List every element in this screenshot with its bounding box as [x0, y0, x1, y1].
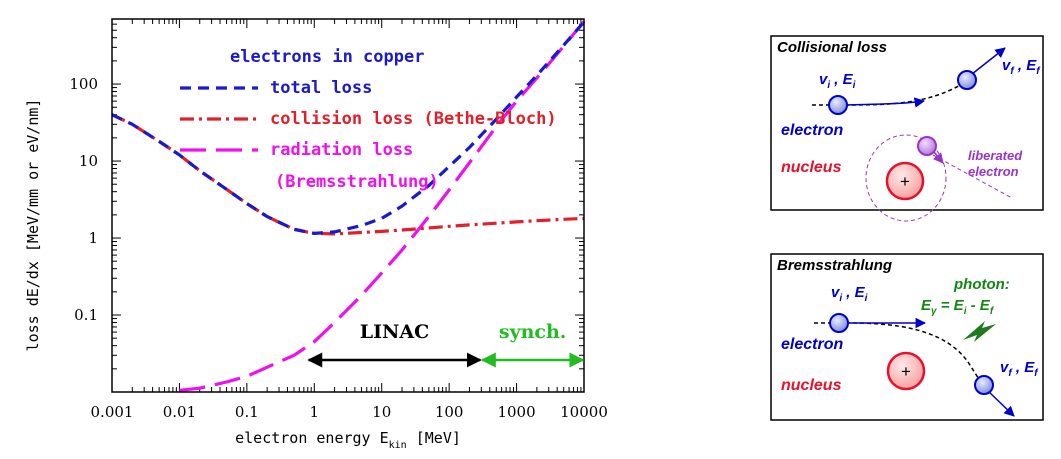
photon-zigzag-icon [963, 321, 996, 342]
legend-label: total loss [270, 78, 372, 98]
range-arrows: LINAC synch. [307, 321, 585, 368]
x-tick-label: 10 [372, 403, 391, 421]
scattered-electron-icon [957, 70, 977, 90]
incoming-electron-icon [828, 95, 848, 115]
brems-nucleus-plus: + [901, 362, 911, 381]
atom-shell [865, 134, 947, 222]
brems-electron-label: electron [781, 336, 843, 353]
collisional-electron-label: electron [781, 122, 843, 139]
x-tick-label: 100 [435, 403, 464, 421]
range-label: LINAC [360, 321, 429, 343]
collisional-nucleus-label: nucleus [781, 159, 842, 176]
brems-vf-label: vf , Ef [1000, 359, 1039, 379]
liberated-label-2: electron [968, 164, 1019, 179]
x-tick-label: 1000 [497, 403, 535, 421]
y-tick-label: 1 [88, 229, 98, 247]
brems-outgoing-electron-icon [974, 375, 994, 395]
collisional-title: Collisional loss [777, 39, 887, 56]
bremsstrahlung-diagram: Bremsstrahlung vi , Ei vf , Ef photon: E… [770, 253, 1044, 421]
x-tick-label: 0.001 [91, 403, 134, 421]
brems-nucleus-label: nucleus [781, 377, 842, 394]
series-radiation-line [179, 20, 586, 392]
y-tick-label: 0.1 [74, 306, 98, 324]
x-tick-labels: 0.001 0.01 0.1 1 10 100 1000 10000 [91, 403, 608, 421]
brems-title: Bremsstrahlung [777, 257, 892, 274]
series-total-line [111, 20, 586, 235]
legend-extra: (Bremsstrahlung) [275, 172, 439, 192]
y-axis-label: loss dE/dx [MeV/mm or eV/nm] [24, 99, 42, 352]
x-tick-label: 0.1 [235, 403, 259, 421]
collisional-vi-label: vi , Ei [819, 71, 856, 91]
nucleus-icon [885, 161, 925, 201]
photon-energy-label: Eγ = Ei - Ef [921, 297, 995, 317]
x-tick-label: 10000 [560, 403, 608, 421]
y-tick-labels: 0.1 1 10 100 [69, 75, 98, 324]
collisional-loss-diagram: Collisional loss vi , Ei vf , Ef + elect… [770, 35, 1044, 222]
x-tick-label: 0.01 [163, 403, 196, 421]
range-label: synch. [499, 321, 567, 343]
legend: electrons in copper total loss collision … [180, 47, 557, 192]
energy-loss-chart: 0.001 0.01 0.1 1 10 100 1000 10000 0.1 1 10 100 el… [24, 18, 608, 451]
legend-title: electrons in copper [230, 47, 424, 67]
incoming-velocity-arrow [845, 97, 926, 108]
axis-ticks [111, 18, 585, 393]
legend-label: radiation loss [270, 140, 413, 160]
collisional-vf-label: vf , Ef [1002, 57, 1041, 77]
liberated-trajectory [932, 154, 1013, 199]
x-tick-label: 1 [310, 403, 320, 421]
photon-label: photon: [953, 276, 1010, 293]
plot-frame [111, 18, 585, 393]
brems-incoming-electron-icon [829, 313, 849, 333]
brems-outgoing-arrow [986, 389, 1015, 417]
brems-vi-label: vi , Ei [831, 284, 868, 304]
liberated-label-1: liberated [968, 148, 1023, 163]
y-tick-label: 100 [69, 75, 98, 93]
brems-nucleus-icon [886, 351, 926, 391]
liberated-electron-icon [917, 136, 937, 156]
nucleus-plus: + [900, 172, 910, 191]
brems-box [770, 253, 1044, 421]
series-lines [111, 20, 586, 392]
legend-label: collision loss (Bethe-Bloch) [270, 109, 557, 129]
y-tick-label: 10 [79, 152, 98, 170]
x-axis-label: electron energy Ekin [MeV] [235, 429, 461, 451]
